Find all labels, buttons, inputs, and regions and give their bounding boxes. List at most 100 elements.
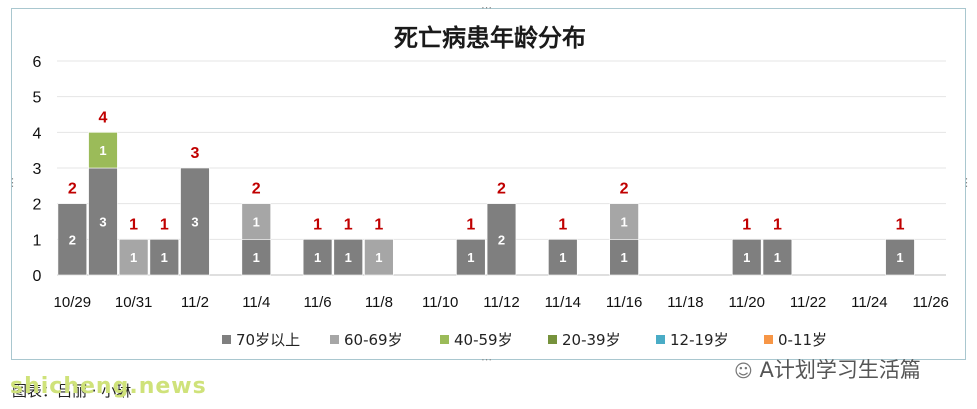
x-tick-label: 11/16 — [606, 294, 642, 311]
y-tick-label: 5 — [33, 90, 42, 107]
bar-data-label: 1 — [774, 250, 781, 265]
bar-total-label: 1 — [773, 216, 782, 233]
x-tick-label: 11/26 — [912, 294, 948, 311]
legend-swatch — [330, 335, 339, 344]
x-tick-label: 11/22 — [790, 294, 826, 311]
bar-data-label: 1 — [253, 215, 260, 230]
bar-total-label: 1 — [558, 216, 567, 233]
bar-segment — [609, 239, 639, 276]
bar-data-label: 1 — [896, 250, 903, 265]
chart-frame: ⋯ ⋯ ⋮ ⋮ — [7, 2, 972, 365]
source-caption: 图表：吕丽 · 小琳 — [12, 382, 132, 400]
bar-segment — [88, 167, 118, 276]
bar-data-label: 3 — [191, 215, 198, 230]
resize-handle-bottom[interactable]: ⋯ — [481, 353, 492, 366]
bar-total-label: 1 — [344, 216, 353, 233]
bar-segment — [149, 239, 180, 276]
y-tick-label: 6 — [33, 54, 42, 71]
legend-swatch — [764, 335, 773, 344]
bar-data-label: 1 — [559, 250, 566, 265]
x-tick-label: 11/4 — [242, 294, 270, 311]
bar-total-label: 1 — [374, 216, 383, 233]
bar-segment — [88, 132, 118, 169]
y-tick-label: 2 — [33, 197, 42, 214]
bar-data-label: 1 — [161, 250, 168, 265]
bar-total-label: 1 — [466, 216, 475, 233]
chart-title: 死亡病患年龄分布 — [394, 24, 586, 52]
bar-data-label: 2 — [69, 232, 76, 247]
bar-segment — [364, 239, 394, 276]
bar-data-label: 1 — [467, 250, 474, 265]
bar-data-label: 1 — [99, 143, 106, 158]
site-watermark: shicheng.news — [10, 374, 207, 399]
bar-total-label: 4 — [99, 109, 108, 126]
bar-segment — [548, 239, 578, 276]
x-tick-label: 11/14 — [545, 294, 581, 311]
bar-data-label: 1 — [621, 250, 628, 265]
account-watermark: ☺ A计划学习生活篇 — [734, 354, 921, 384]
bar-total-label: 1 — [313, 216, 322, 233]
legend-label: 60-69岁 — [344, 331, 403, 349]
x-tick-label: 11/20 — [729, 294, 765, 311]
bar-segment — [302, 239, 333, 276]
resize-handle-left[interactable]: ⋮ — [7, 176, 18, 189]
bar-data-label: 3 — [99, 215, 106, 230]
legend-label: 70岁以上 — [236, 331, 300, 349]
legend-label: 0-11岁 — [778, 331, 827, 349]
legend-label: 20-39岁 — [562, 331, 621, 349]
bar-data-label: 2 — [498, 232, 505, 247]
bar-segment — [180, 167, 210, 276]
bar-total-label: 2 — [620, 181, 629, 198]
bar-data-label: 1 — [345, 250, 352, 265]
x-tick-label: 11/18 — [667, 294, 703, 311]
x-tick-label: 11/6 — [304, 294, 332, 311]
x-tick-label: 11/12 — [483, 294, 519, 311]
y-tick-label: 0 — [33, 268, 42, 285]
bar-data-label: 1 — [375, 250, 382, 265]
legend-label: 40-59岁 — [454, 331, 513, 349]
y-tick-label: 4 — [33, 125, 42, 142]
bar-total-label: 2 — [68, 181, 77, 198]
legend-swatch — [548, 335, 557, 344]
bar-segment — [241, 239, 271, 276]
bar-total-label: 1 — [129, 216, 138, 233]
bar-data-label: 1 — [253, 250, 260, 265]
bar-segment — [762, 239, 793, 276]
x-tick-label: 11/24 — [851, 294, 887, 311]
resize-handle-top[interactable]: ⋯ — [481, 1, 492, 14]
bar-segment — [732, 239, 762, 276]
bar-total-label: 1 — [160, 216, 169, 233]
bar-total-label: 2 — [497, 181, 506, 198]
bar-total-label: 2 — [252, 181, 261, 198]
x-tick-label: 11/10 — [422, 294, 458, 311]
bar-segment — [609, 203, 639, 240]
bar-segment — [118, 239, 149, 276]
resize-handle-right[interactable]: ⋮ — [961, 176, 972, 189]
bar-segment — [486, 203, 517, 276]
bar-data-label: 1 — [130, 250, 137, 265]
bar-data-label: 1 — [314, 250, 321, 265]
legend-swatch — [440, 335, 449, 344]
x-tick-label: 11/2 — [181, 294, 209, 311]
account-name: A计划学习生活篇 — [759, 358, 921, 382]
legend-label: 12-19岁 — [670, 331, 729, 349]
bar-segment — [241, 203, 271, 240]
bar-total-label: 1 — [742, 216, 751, 233]
bar-segment — [456, 239, 486, 276]
bar-data-label: 1 — [743, 250, 750, 265]
wechat-icon: ☺ — [734, 361, 753, 382]
y-tick-label: 1 — [33, 232, 42, 249]
bar-total-label: 3 — [190, 145, 199, 162]
x-tick-label: 10/31 — [115, 294, 153, 311]
x-tick-label: 10/29 — [54, 294, 92, 311]
bar-segment — [57, 203, 88, 276]
bar-data-label: 1 — [621, 215, 628, 230]
bar-segment — [333, 239, 363, 276]
bar-total-label: 1 — [896, 216, 905, 233]
y-tick-label: 3 — [33, 161, 42, 178]
bar-segment — [885, 239, 915, 276]
x-tick-label: 11/8 — [365, 294, 393, 311]
legend-swatch — [222, 335, 231, 344]
legend-swatch — [656, 335, 665, 344]
